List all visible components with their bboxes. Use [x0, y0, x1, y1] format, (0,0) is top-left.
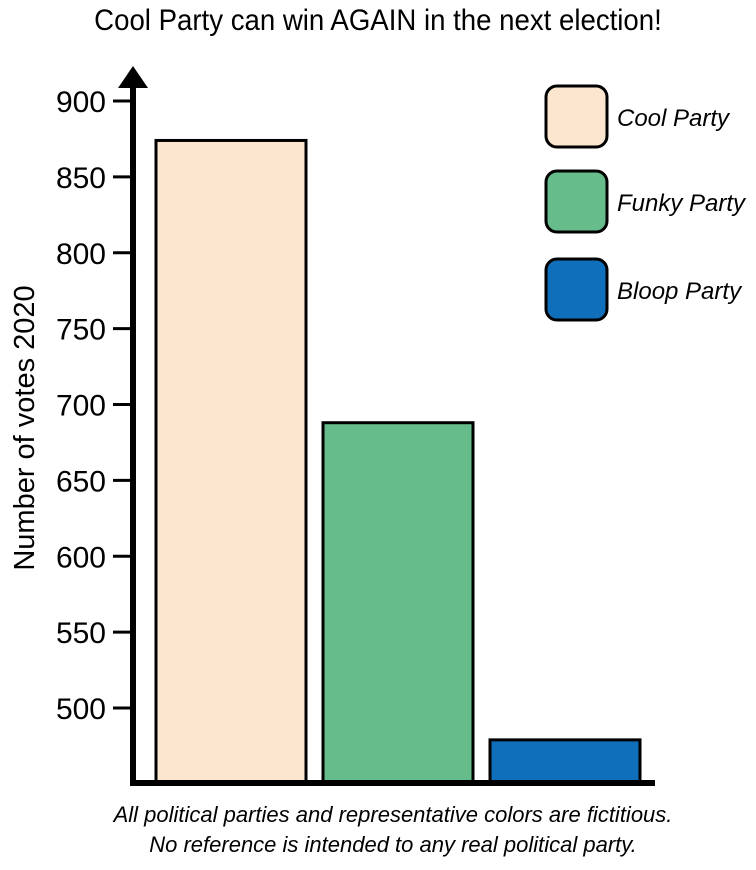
y-tick-label: 850: [56, 162, 106, 195]
legend-label: Funky Party: [617, 190, 747, 217]
y-axis-arrow: [118, 66, 148, 88]
bar: [154, 138, 308, 785]
legend-swatch: [544, 169, 609, 234]
y-tick-label: 800: [56, 238, 106, 271]
y-tick-label: 500: [56, 693, 106, 726]
legend-label: Bloop Party: [617, 278, 743, 305]
y-tick-label: 550: [56, 617, 106, 650]
legend-swatch: [544, 257, 609, 322]
y-tick-label: 750: [56, 314, 106, 347]
bar-chart: 500 550 600 650 700 750 800 850 900 Number of vot…: [9, 66, 747, 786]
legend-swatch: [544, 84, 609, 149]
y-tick-label: 600: [56, 541, 106, 574]
footnote-line: All political parties and representative…: [113, 802, 673, 827]
legend-label: Cool Party: [617, 105, 731, 132]
chart-title: Cool Party can win AGAIN in the next ele…: [94, 4, 662, 37]
y-tick-label: 900: [56, 86, 106, 119]
footnote: All political parties and representative…: [0, 800, 756, 860]
y-tick-label: 700: [56, 390, 106, 423]
bar: [488, 738, 642, 785]
footnote-line: No reference is intended to any real pol…: [149, 832, 637, 857]
y-tick-label: 650: [56, 465, 106, 498]
bar: [321, 421, 475, 785]
y-axis-label: Number of votes 2020: [9, 285, 41, 570]
